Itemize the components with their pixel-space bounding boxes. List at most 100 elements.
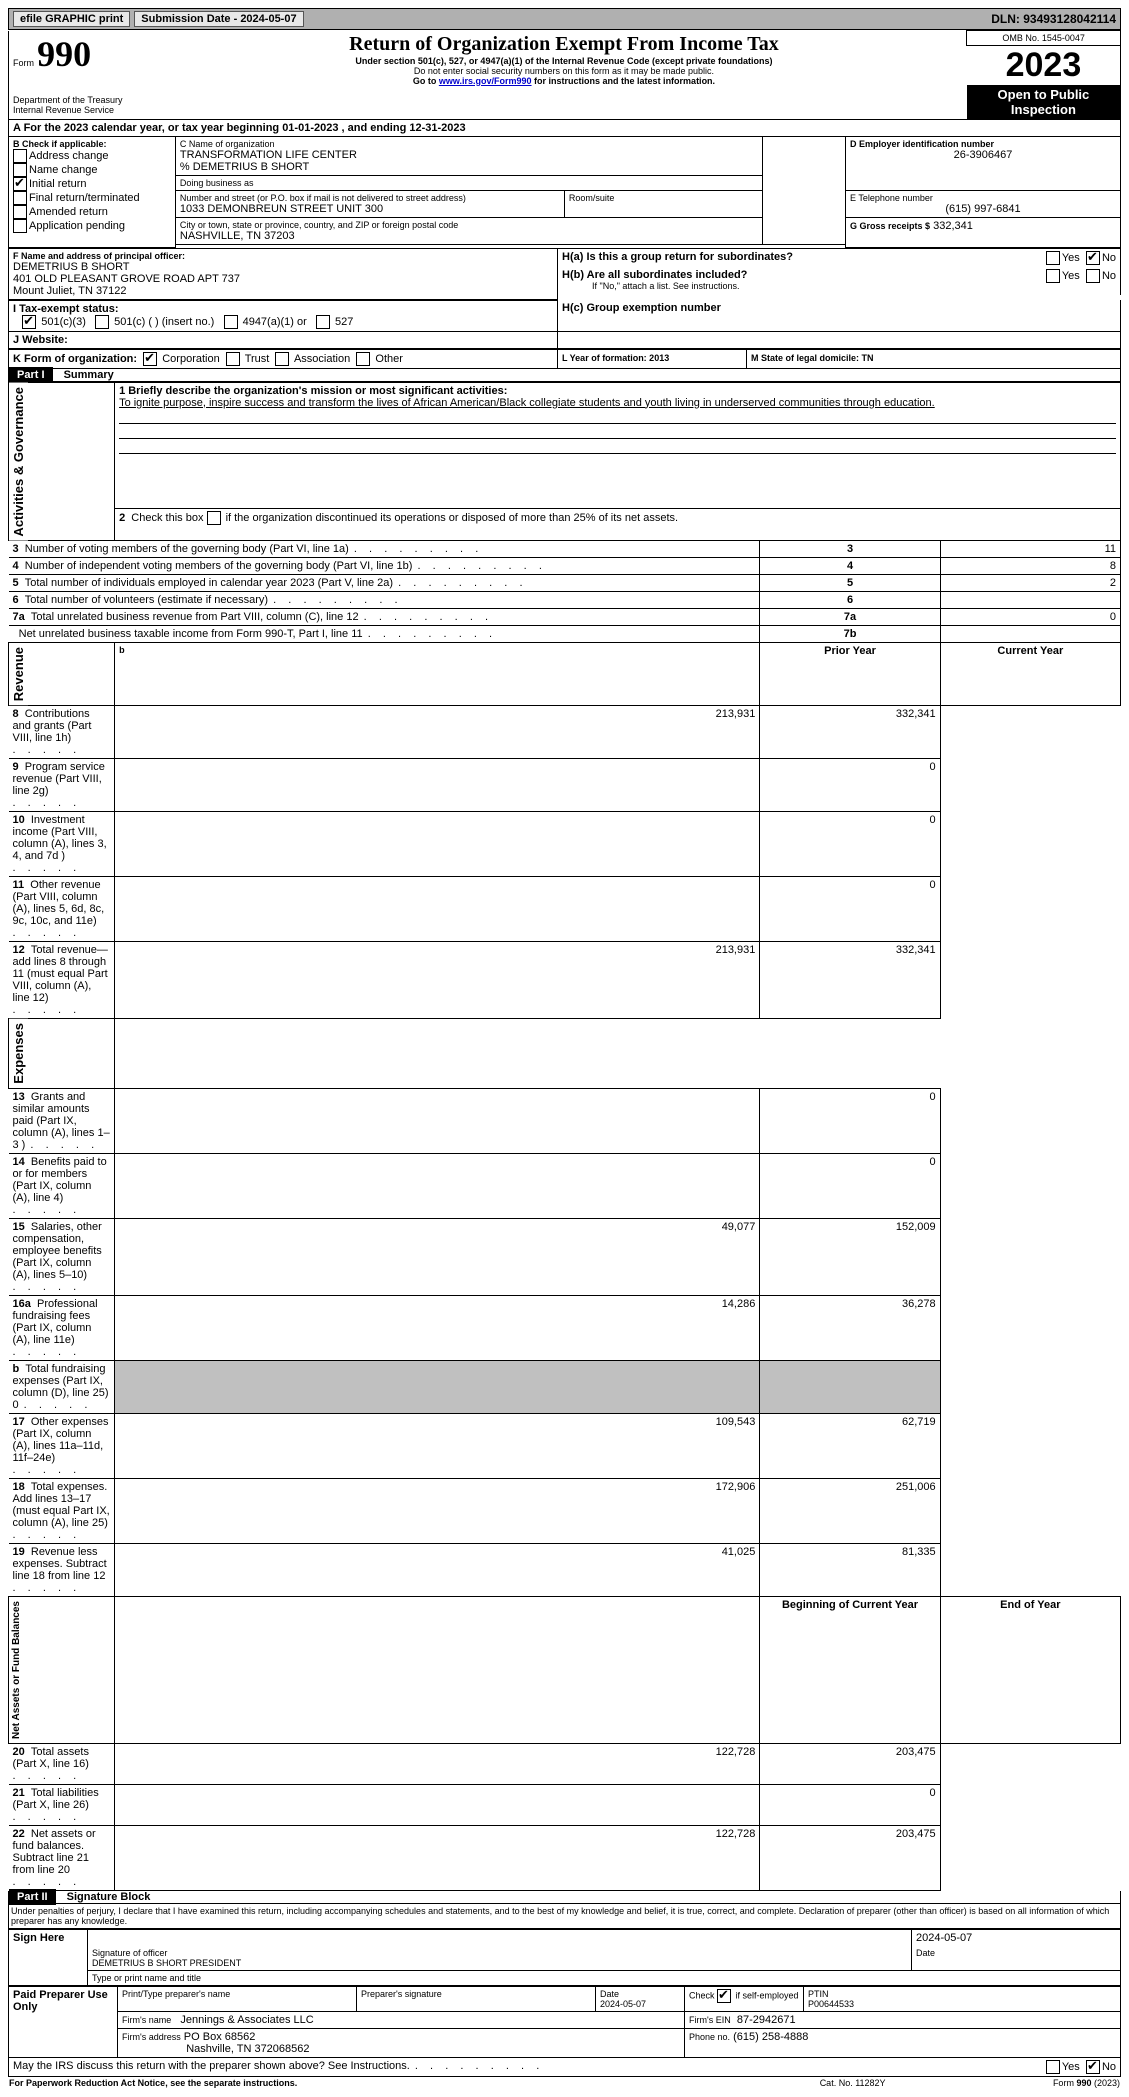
cb-amended-return[interactable]: Amended return — [13, 205, 171, 219]
gov-row: Net unrelated business taxable income fr… — [9, 626, 1121, 643]
sig-officer-label: Signature of officer — [92, 1948, 167, 1958]
section-ij: I Tax-exempt status: 501(c)(3) 501(c) ( … — [8, 300, 1121, 349]
cb-4947[interactable] — [224, 315, 238, 329]
may-irs: May the IRS discuss this return with the… — [9, 2058, 953, 2077]
hb-yes-cb[interactable] — [1046, 269, 1060, 283]
gov-row: 4 Number of independent voting members o… — [9, 558, 1121, 575]
net-label: Net Assets or Fund Balances — [9, 1597, 24, 1743]
beg-year-header: Beginning of Current Year — [760, 1596, 940, 1743]
form-title: Return of Organization Exempt From Incom… — [166, 33, 963, 56]
end-year-header: End of Year — [940, 1596, 1120, 1743]
preparer-table: Paid Preparer Use Only Print/Type prepar… — [8, 1986, 1121, 2058]
cb-assoc[interactable] — [275, 352, 289, 366]
goto-note: Go to www.irs.gov/Form990 for instructio… — [166, 76, 963, 86]
officer-name: DEMETRIUS B SHORT — [13, 261, 553, 273]
top-bar: efile GRAPHIC print Submission Date - 20… — [8, 8, 1121, 30]
cb-527[interactable] — [316, 315, 330, 329]
omb-number: OMB No. 1545-0047 — [967, 31, 1121, 46]
self-employed: Check if self-employed — [685, 1986, 804, 2011]
b-label: B Check if applicable: — [13, 139, 171, 149]
footer-form: Form 990 (2023) — [941, 2077, 1121, 2089]
irs-link[interactable]: www.irs.gov/Form990 — [439, 76, 532, 86]
signature-table: Sign Here 2024-05-07 Signature of office… — [8, 1929, 1121, 1986]
type-label: Type or print name and title — [88, 1970, 1121, 1985]
cb-initial-return[interactable]: Initial return — [13, 177, 171, 191]
paperwork-notice: For Paperwork Reduction Act Notice, see … — [8, 2077, 764, 2089]
q1-text: To ignite purpose, inspire success and t… — [119, 397, 1116, 409]
data-row: 17 Other expenses (Part IX, column (A), … — [9, 1413, 1121, 1478]
officer-sig-name: DEMETRIUS B SHORT PRESIDENT — [92, 1958, 241, 1968]
line-a: A For the 2023 calendar year, or tax yea… — [8, 120, 1121, 136]
form-subtitle: Under section 501(c), 527, or 4947(a)(1)… — [166, 56, 963, 66]
efile-button[interactable]: efile GRAPHIC print — [13, 11, 130, 27]
data-row: b Total fundraising expenses (Part IX, c… — [9, 1360, 1121, 1413]
data-row: 10 Investment income (Part VIII, column … — [9, 812, 1121, 877]
cb-other[interactable] — [356, 352, 370, 366]
data-row: 15 Salaries, other compensation, employe… — [9, 1218, 1121, 1295]
d-label: D Employer identification number — [850, 139, 1116, 149]
cb-q2[interactable] — [207, 511, 221, 525]
exp-label: Expenses — [9, 1019, 28, 1088]
city-value: NASHVILLE, TN 37203 — [180, 230, 758, 242]
f-label: F Name and address of principal officer: — [13, 251, 553, 261]
sign-here: Sign Here — [9, 1929, 88, 1985]
data-row: 8 Contributions and grants (Part VIII, l… — [9, 706, 1121, 759]
officer-addr1: 401 OLD PLEASANT GROVE ROAD APT 737 — [13, 273, 553, 285]
cb-address-change[interactable]: Address change — [13, 149, 171, 163]
cb-501c[interactable] — [95, 315, 109, 329]
data-row: 11 Other revenue (Part VIII, column (A),… — [9, 877, 1121, 942]
cb-final-return[interactable]: Final return/terminated — [13, 191, 171, 205]
q1-label: 1 Briefly describe the organization's mi… — [119, 385, 1116, 397]
hc-label: H(c) Group exemption number — [562, 302, 721, 314]
firm-addr1: PO Box 68562 — [184, 2031, 256, 2043]
gov-row: 6 Total number of volunteers (estimate i… — [9, 592, 1121, 609]
date-label: Date — [912, 1946, 1121, 1971]
data-row: 9 Program service revenue (Part VIII, li… — [9, 759, 1121, 812]
firm-phone: (615) 258-4888 — [733, 2031, 808, 2043]
hb-label: H(b) Are all subordinates included? — [562, 269, 747, 281]
c-name-label: C Name of organization — [180, 139, 758, 149]
hb-no-cb[interactable] — [1086, 269, 1100, 283]
part1-header: Part I — [9, 367, 53, 383]
submission-date-button[interactable]: Submission Date - 2024-05-07 — [134, 11, 303, 27]
dln-text: DLN: 93493128042114 — [991, 12, 1116, 26]
q2-label: 2 Check this box if the organization dis… — [115, 508, 1121, 540]
cb-corp[interactable] — [143, 352, 157, 366]
street-value: 1033 DEMONBREUN STREET UNIT 300 — [180, 203, 560, 215]
paid-preparer: Paid Preparer Use Only — [9, 1986, 118, 2057]
gov-label: Activities & Governance — [9, 383, 28, 541]
officer-addr2: Mount Juliet, TN 37122 — [13, 285, 553, 297]
phone-value: (615) 997-6841 — [850, 203, 1116, 215]
gov-row: 7a Total unrelated business revenue from… — [9, 609, 1121, 626]
data-row: 22 Net assets or fund balances. Subtract… — [9, 1825, 1121, 1890]
current-year-header: Current Year — [940, 643, 1120, 706]
ha-yes-cb[interactable] — [1046, 251, 1060, 265]
m-label: M State of legal domicile: TN — [751, 353, 874, 363]
ha-no-cb[interactable] — [1086, 251, 1100, 265]
tax-year: 2023 — [967, 46, 1120, 85]
irs-no-cb[interactable] — [1086, 2060, 1100, 2074]
gov-row: 3 Number of voting members of the govern… — [9, 541, 1121, 558]
cb-trust[interactable] — [226, 352, 240, 366]
street-label: Number and street (or P.O. box if mail i… — [180, 193, 560, 203]
sign-date: 2024-05-07 — [912, 1929, 1121, 1946]
form-header: Form 990 Department of the Treasury Inte… — [8, 30, 1121, 120]
irs-yes-cb[interactable] — [1046, 2060, 1060, 2074]
data-row: 19 Revenue less expenses. Subtract line … — [9, 1543, 1121, 1596]
cb-501c3[interactable] — [22, 315, 36, 329]
data-row: 20 Total assets (Part X, line 16) 122,72… — [9, 1743, 1121, 1784]
cb-name-change[interactable]: Name change — [13, 163, 171, 177]
rev-label: Revenue — [9, 643, 28, 705]
firm-ein: 87-2942671 — [737, 2014, 796, 2026]
cb-application-pending[interactable]: Application pending — [13, 219, 171, 233]
cb-self-employed[interactable] — [717, 1989, 731, 2003]
data-row: 12 Total revenue—add lines 8 through 11 … — [9, 942, 1121, 1019]
cat-no: Cat. No. 11282Y — [764, 2077, 941, 2089]
section-klm: K Form of organization: Corporation Trus… — [8, 349, 1121, 369]
hb-note: If "No," attach a list. See instructions… — [562, 281, 1116, 291]
k-label: K Form of organization: — [13, 352, 137, 364]
room-label: Room/suite — [569, 193, 758, 203]
org-name: TRANSFORMATION LIFE CENTER — [180, 149, 758, 161]
open-public: Open to Public Inspection — [967, 85, 1120, 119]
part2-header: Part II — [9, 1889, 56, 1905]
